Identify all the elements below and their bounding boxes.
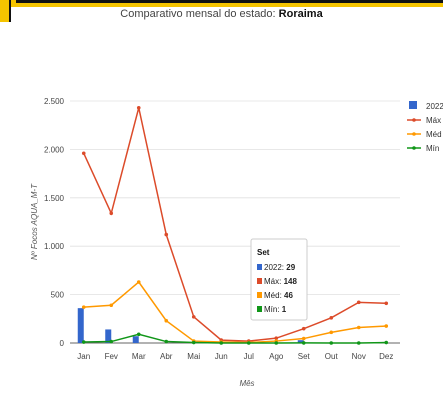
point-md-out[interactable] (329, 330, 334, 335)
tooltip-title: Set (257, 248, 270, 257)
point-mx-fev[interactable] (109, 211, 114, 216)
point-mn-mar[interactable] (136, 332, 141, 337)
point-mx-set[interactable] (301, 326, 306, 331)
legend-marker-md (412, 132, 416, 136)
chart-title: Comparativo mensal do estado: Roraima (0, 8, 443, 20)
line-mn[interactable] (83, 333, 387, 344)
point-mx-abr[interactable] (164, 232, 169, 237)
point-mn-dez[interactable] (384, 340, 389, 345)
x-tick-label: Mai (187, 352, 200, 361)
y-tick-label: 500 (51, 291, 65, 300)
point-mn-set[interactable] (301, 341, 306, 345)
legend-label-md[interactable]: Méd (426, 130, 442, 139)
point-mn-ago[interactable] (274, 341, 279, 345)
point-mn-fev[interactable] (109, 339, 114, 344)
x-tick-label: Nov (352, 352, 366, 361)
legend-label-2022[interactable]: 2022 (426, 102, 443, 111)
point-mx-nov[interactable] (356, 300, 361, 305)
point-mn-jul[interactable] (246, 341, 251, 345)
y-tick-label: 1.000 (44, 242, 65, 251)
x-axis-title: Mês (239, 379, 254, 388)
x-tick-label: Abr (160, 352, 173, 361)
point-mx-jan[interactable] (81, 151, 86, 156)
tooltip-swatch (257, 264, 262, 270)
tooltip-swatch (257, 306, 262, 312)
x-tick-label: Dez (379, 352, 393, 361)
legend-label-mn[interactable]: Mín (426, 144, 439, 153)
tooltip-swatch (257, 292, 262, 298)
point-md-nov[interactable] (356, 325, 361, 330)
point-mn-out[interactable] (329, 341, 334, 345)
x-tick-label: Out (325, 352, 339, 361)
tooltip-row: Mín: 1 (264, 305, 287, 314)
point-md-fev[interactable] (109, 303, 114, 308)
y-tick-label: 2.000 (44, 145, 65, 154)
bar-2022-fev[interactable] (105, 329, 112, 343)
legend-marker-mn (412, 146, 416, 150)
y-tick-label: 1.500 (44, 194, 65, 203)
bar-2022-mar[interactable] (132, 336, 139, 343)
point-mn-jun[interactable] (219, 341, 224, 345)
point-md-abr[interactable] (164, 318, 169, 323)
point-mx-dez[interactable] (384, 301, 389, 306)
legend-swatch-2022 (409, 101, 417, 109)
point-mn-abr[interactable] (164, 339, 169, 344)
x-tick-label: Fev (105, 352, 118, 361)
legend-marker-mx (412, 118, 416, 122)
point-mx-mai[interactable] (191, 315, 196, 319)
x-tick-label: Jul (244, 352, 254, 361)
point-mx-mar[interactable] (136, 105, 141, 110)
point-md-jan[interactable] (81, 305, 86, 309)
line-mx[interactable] (83, 107, 387, 342)
legend-label-mx[interactable]: Máx (426, 116, 441, 125)
point-mn-mai[interactable] (191, 340, 196, 345)
point-md-dez[interactable] (384, 324, 389, 328)
chart-title-prefix: Comparativo mensal do estado: (120, 8, 279, 20)
point-mx-out[interactable] (329, 316, 334, 320)
x-tick-label: Set (298, 352, 311, 361)
point-md-mar[interactable] (136, 280, 141, 284)
tooltip-swatch (257, 278, 262, 284)
point-md-set[interactable] (301, 336, 306, 341)
point-mn-jan[interactable] (81, 340, 86, 344)
point-mn-nov[interactable] (356, 341, 361, 345)
x-tick-label: Ago (269, 352, 284, 361)
top-banner-border (16, 0, 443, 3)
y-tick-label: 0 (60, 339, 65, 348)
x-tick-label: Jan (77, 352, 90, 361)
bar-2022-jan[interactable] (77, 308, 84, 343)
x-tick-label: Jun (215, 352, 228, 361)
tooltip-row: Méd: 46 (264, 291, 293, 300)
point-mx-ago[interactable] (274, 336, 279, 340)
tooltip-box (250, 238, 308, 321)
tooltip: Set 2022: 29 Máx: 148 Méd: 46 Mín: 1 (250, 238, 308, 321)
x-tick-label: Mar (132, 352, 146, 361)
bar-2022-set[interactable] (297, 340, 304, 343)
tooltip-row: 2022: 29 (264, 263, 296, 272)
chart-title-state: Roraima (278, 8, 323, 20)
top-banner (0, 0, 443, 7)
left-frame-edge (0, 0, 11, 22)
tooltip-row: Máx: 148 (264, 277, 297, 286)
y-tick-label: 2.500 (44, 97, 65, 106)
y-axis-title: Nº Focos AQUA_M-T (30, 183, 39, 260)
